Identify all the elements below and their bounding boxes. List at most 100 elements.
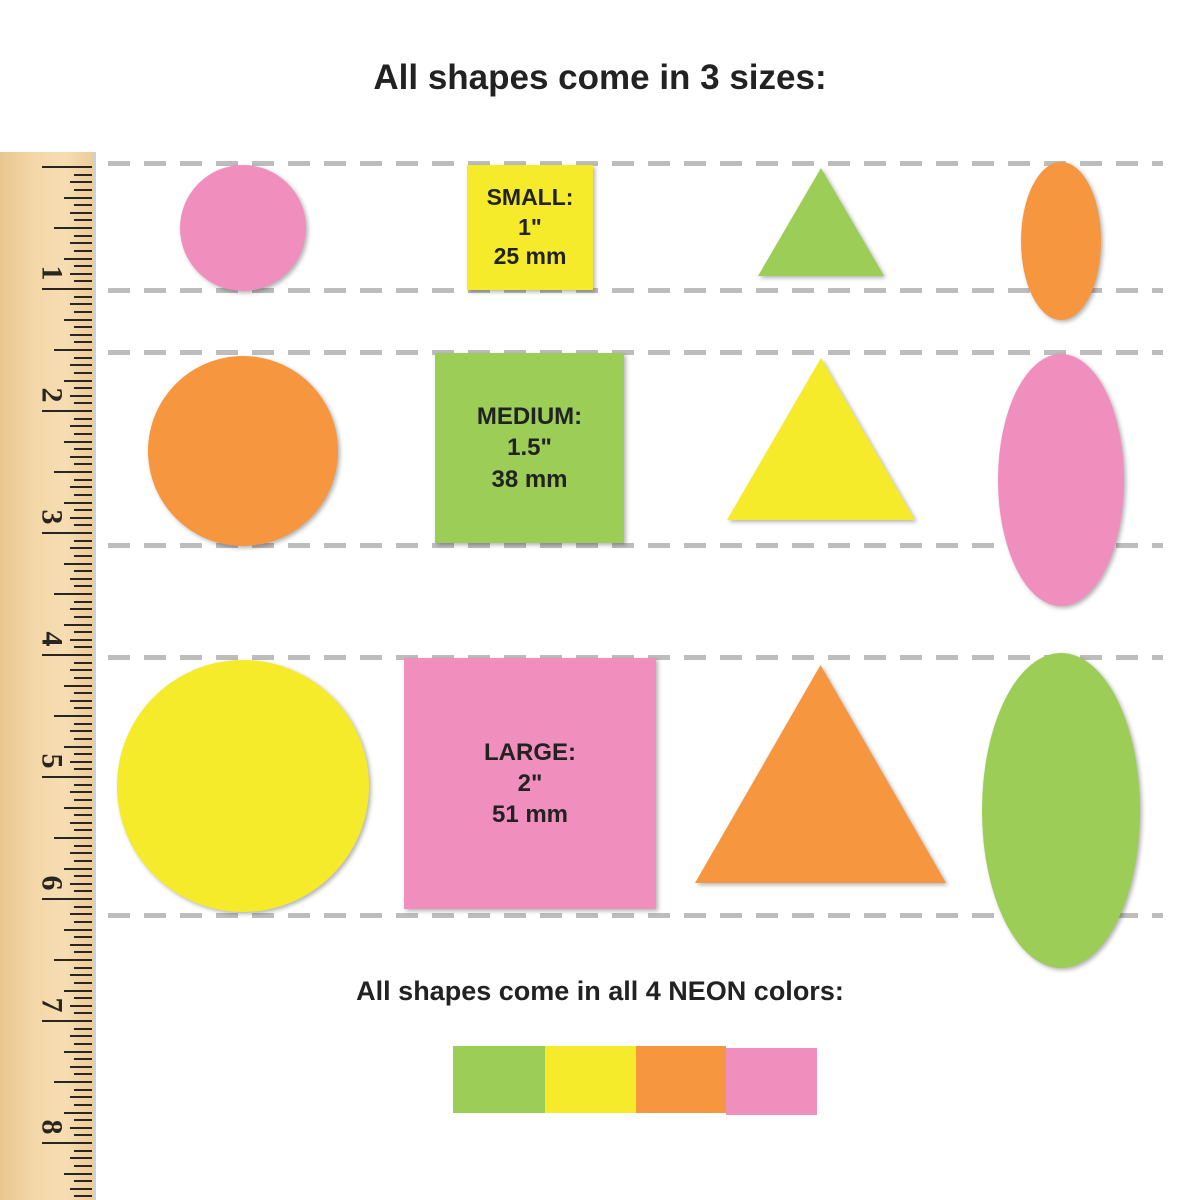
size-name: MEDIUM: — [476, 403, 583, 431]
ruler-tick — [54, 959, 92, 961]
dashed-line — [108, 161, 1163, 166]
ruler-tick — [74, 1195, 92, 1198]
ruler-tick — [74, 204, 92, 207]
ruler-tick — [64, 501, 92, 504]
ruler-tick — [70, 455, 92, 458]
ruler-tick — [74, 859, 92, 862]
ruler-tick — [70, 1065, 92, 1068]
ruler-tick — [74, 768, 92, 771]
ruler-tick — [74, 844, 92, 847]
ruler-tick — [74, 814, 92, 817]
ruler-number: 4 — [35, 631, 69, 647]
size-inches: 1.5" — [507, 434, 552, 462]
ruler-tick — [74, 600, 92, 603]
ruler-tick — [70, 638, 92, 641]
ruler-tick — [74, 1012, 92, 1015]
ruler-tick — [70, 211, 92, 214]
ruler-tick — [70, 333, 92, 336]
ruler-tick — [74, 234, 92, 237]
ruler-tick — [74, 478, 92, 481]
ruler-tick — [74, 326, 92, 329]
ruler-tick — [70, 760, 92, 763]
ruler-tick — [74, 1149, 92, 1152]
small-circle — [180, 165, 306, 291]
ruler-tick — [64, 867, 92, 870]
ruler-tick — [74, 966, 92, 969]
ruler-tick — [70, 547, 92, 550]
ruler-tick — [70, 425, 92, 428]
ruler-number: 2 — [35, 387, 69, 403]
size-name: SMALL: — [486, 183, 574, 210]
ruler-tick — [54, 471, 92, 473]
ruler-tick — [70, 943, 92, 946]
dashed-line — [108, 288, 1163, 293]
ruler-tick — [74, 981, 92, 984]
large-square: LARGE: 2" 51 mm — [404, 658, 656, 909]
ruler-tick — [70, 608, 92, 611]
ruler-tick — [64, 989, 92, 992]
ruler-tick — [42, 1142, 92, 1144]
ruler-tick — [74, 463, 92, 466]
small-oval — [1021, 162, 1101, 320]
ruler-tick — [74, 951, 92, 954]
ruler-tick — [74, 585, 92, 588]
ruler-tick — [70, 730, 92, 733]
ruler-tick — [70, 486, 92, 489]
ruler-tick — [70, 1096, 92, 1099]
ruler-tick — [54, 1081, 92, 1083]
ruler-number: 3 — [35, 509, 69, 525]
ruler-tick — [74, 676, 92, 679]
ruler-tick — [74, 707, 92, 710]
ruler-tick — [64, 623, 92, 626]
ruler-tick — [64, 257, 92, 260]
ruler-tick — [42, 1020, 92, 1022]
ruler-tick — [64, 1172, 92, 1175]
ruler-tick — [74, 1164, 92, 1167]
ruler-tick — [74, 402, 92, 405]
medium-oval — [998, 354, 1124, 606]
ruler-number: 5 — [35, 753, 69, 769]
ruler-tick — [74, 692, 92, 695]
ruler-tick — [74, 615, 92, 618]
size-inches: 1" — [518, 213, 542, 240]
medium-square: MEDIUM: 1.5" 38 mm — [435, 353, 624, 543]
ruler-tick — [70, 394, 92, 397]
ruler-tick — [70, 852, 92, 855]
ruler-tick — [70, 913, 92, 916]
ruler-tick — [70, 669, 92, 672]
ruler-tick — [70, 516, 92, 519]
ruler-tick — [70, 364, 92, 367]
ruler-tick — [64, 806, 92, 809]
ruler-tick — [70, 1126, 92, 1129]
ruler-tick — [74, 737, 92, 740]
medium-circle — [148, 356, 338, 546]
medium-triangle — [727, 358, 915, 520]
size-name: LARGE: — [484, 738, 576, 766]
ruler-tick — [64, 684, 92, 687]
ruler-tick — [74, 509, 92, 512]
ruler-tick — [42, 410, 92, 412]
large-triangle — [695, 665, 946, 883]
ruler-tick — [74, 310, 92, 313]
ruler-tick — [42, 166, 92, 168]
ruler-tick — [70, 181, 92, 184]
swatch-yellow — [545, 1046, 636, 1113]
ruler-tick — [74, 1042, 92, 1045]
ruler-tick — [42, 898, 92, 900]
dashed-line — [108, 655, 1163, 660]
ruler-tick — [64, 1111, 92, 1114]
ruler-tick — [64, 318, 92, 321]
ruler-tick — [74, 570, 92, 573]
ruler-tick — [42, 776, 92, 778]
dashed-line — [108, 543, 1163, 548]
ruler-tick — [74, 905, 92, 908]
ruler-tick — [64, 928, 92, 931]
small-triangle — [758, 168, 884, 276]
ruler-tick — [74, 524, 92, 527]
ruler-tick — [74, 219, 92, 222]
ruler-tick — [74, 432, 92, 435]
ruler-tick — [74, 188, 92, 191]
ruler-tick — [74, 1088, 92, 1091]
ruler-tick — [70, 882, 92, 885]
